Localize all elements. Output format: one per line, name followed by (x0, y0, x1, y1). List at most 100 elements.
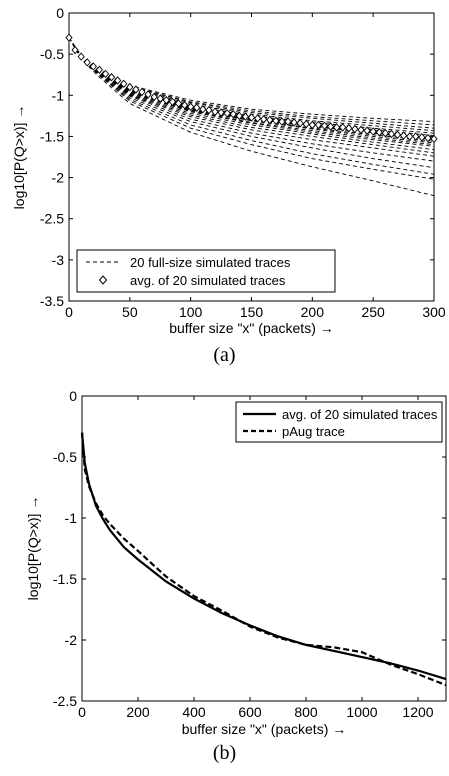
chart-a-ytick-label-3: -1.5 (40, 128, 64, 144)
chart-a-xlabel: buffer size "x" (packets) → (169, 320, 334, 336)
chart-a-avg-marker-12 (138, 87, 146, 97)
chart-b-series-1 (80, 432, 447, 681)
chart-a-avg-marker-38 (296, 119, 304, 128)
chart-a-legend-entry-1: 20 full-size simulated traces (130, 255, 291, 270)
chart-a-avg-marker-36 (284, 117, 292, 126)
chart-b-xtick-label-5: 1000 (346, 704, 377, 720)
chart-b-xtick-label-2: 400 (182, 704, 206, 720)
chart-a-avg-marker-22 (199, 105, 207, 114)
chart-a-avg-marker-30 (247, 113, 256, 122)
chart-a-ytick-label-4: -2 (52, 170, 65, 186)
chart-b-xtick-label-1: 200 (126, 704, 150, 720)
chart-a-avg-marker-13 (144, 90, 152, 99)
chart-b-ticks: 0 200 400 600 800 1000 1200 0 -0.5 -1 -1.5 -2 -2.5 (53, 388, 446, 720)
chart-b: 0 200 400 600 800 1000 1200 0 -0.5 -1 -1.5 -2 -2.5 b… (25, 388, 447, 737)
chart-a: 0 50 100 150 200 250 300 0 -0.5 -1 -1.5 -2 -2.5 -3 -3.… (11, 5, 446, 336)
chart-a-ytick-label-1: -0.5 (40, 46, 64, 62)
chart-a-avg-marker-54 (393, 130, 402, 139)
chart-a-avg-marker-51 (375, 128, 383, 137)
chart-a-avg-marker-58 (418, 133, 426, 142)
chart-a-avg-marker-39 (302, 119, 310, 129)
chart-a-avg-marker-1 (71, 45, 79, 55)
chart-b-xtick-label-3: 600 (238, 704, 262, 720)
chart-a-avg-marker-32 (260, 114, 268, 124)
chart-a-avg-marker-19 (180, 100, 189, 110)
chart-a-avg-marker-53 (387, 129, 396, 139)
chart-a-xtick-label-4: 200 (301, 304, 325, 320)
chart-a-avg-marker-35 (278, 117, 286, 126)
chart-a-avg-marker-9 (120, 79, 128, 88)
chart-a-xtick-label-2: 100 (179, 304, 203, 320)
chart-a-avg-marker-50 (369, 127, 377, 136)
chart-a-avg-marker-37 (290, 118, 298, 127)
chart-b-plot-area: 0 200 400 600 800 1000 1200 0 -0.5 -1 -1.5 -2 -2.5 (53, 388, 447, 720)
caption-a: (a) (0, 344, 449, 367)
chart-a-avg-marker-25 (217, 108, 225, 117)
chart-a-avg-marker-28 (235, 111, 243, 121)
chart-b-xtick-label-4: 800 (294, 704, 318, 720)
chart-b-ytick-label-1: -0.5 (53, 449, 77, 465)
chart-a-avg-marker-48 (357, 125, 365, 135)
chart-a-avg-marker-43 (326, 122, 335, 131)
chart-a-ytick-label-2: -1 (52, 87, 65, 103)
chart-a-avg-marker-11 (132, 85, 140, 94)
chart-a-avg-marker-46 (345, 124, 353, 133)
chart-a-avg-marker-0 (65, 33, 73, 42)
chart-a-avg-marker-7 (107, 72, 116, 82)
chart-b-legend-box (235, 401, 443, 443)
chart-a-avg-marker-17 (168, 97, 177, 107)
chart-a-avg-marker-20 (187, 102, 195, 111)
chart-a-legend: 20 full-size simulated traces avg. of 20… (76, 249, 336, 293)
chart-b-xlabel: buffer size "x" (packets) → (182, 721, 347, 737)
chart-a-avg-marker-23 (205, 105, 213, 115)
chart-a-series (65, 33, 438, 197)
chart-a-avg-marker-60 (430, 134, 438, 144)
chart-a-avg-marker-27 (229, 110, 237, 119)
chart-a-avg-marker-4 (89, 62, 97, 71)
chart-a-avg-marker-8 (114, 76, 122, 85)
chart-a-avg-marker-10 (126, 82, 134, 92)
chart-b-legend: avg. of 20 simulated traces pAug trace (235, 401, 443, 443)
chart-a-avg-marker-6 (101, 69, 110, 79)
chart-b-legend-entry-1: avg. of 20 simulated traces (282, 407, 438, 422)
chart-b-ytick-label-4: -2 (65, 632, 78, 648)
chart-a-avg-marker-42 (320, 121, 329, 130)
chart-a-avg-marker-52 (381, 128, 389, 138)
chart-a-legend-box (76, 249, 336, 293)
chart-a-ytick-label-5: -2.5 (40, 211, 64, 227)
chart-a-avg-marker-2 (77, 52, 85, 61)
chart-a-xtick-label-6: 300 (422, 304, 446, 320)
chart-b-legend-entry-2: pAug trace (282, 424, 345, 439)
chart-b-ylabel: log10[P(Q>x)] → (25, 496, 41, 601)
chart-a-avg-marker-47 (351, 124, 359, 134)
chart-a-avg-marker-57 (412, 132, 420, 141)
chart-a-xtick-label-3: 150 (240, 304, 264, 320)
chart-a-avg-marker-5 (95, 65, 104, 74)
chart-a-avg-marker-33 (266, 115, 274, 125)
chart-a-avg-marker-24 (211, 107, 219, 116)
chart-a-avg-marker-15 (156, 94, 164, 103)
chart-a-avg-marker-31 (253, 114, 262, 123)
chart-a-trace-20 (68, 37, 435, 197)
chart-a-avg-marker-26 (223, 109, 231, 118)
chart-a-avg-marker-34 (272, 116, 280, 125)
caption-b: (b) (0, 742, 449, 765)
chart-a-ytick-label-7: -3.5 (40, 293, 64, 309)
chart-b-ytick-label-0: 0 (69, 388, 77, 404)
chart-a-avg-marker-44 (333, 123, 341, 132)
chart-a-xtick-label-0: 0 (65, 304, 73, 320)
chart-b-xtick-label-0: 0 (78, 704, 86, 720)
chart-a-avg-marker-18 (174, 99, 183, 108)
chart-a-avg-marker-56 (406, 132, 414, 141)
chart-a-ytick-label-0: 0 (56, 5, 64, 21)
chart-a-avg-marker-49 (363, 126, 371, 135)
chart-b-xtick-label-6: 1200 (402, 704, 433, 720)
chart-a-avg-marker-45 (339, 123, 347, 132)
caption-b-text: (b) (212, 742, 237, 764)
chart-b-ytick-label-2: -1 (65, 510, 78, 526)
chart-b-series-2 (80, 432, 447, 687)
chart-a-avg-marker-40 (308, 120, 316, 130)
chart-a-trace-19 (68, 37, 435, 180)
chart-a-avg-marker-3 (83, 58, 91, 67)
chart-a-legend-swatch-diamond (98, 275, 108, 285)
